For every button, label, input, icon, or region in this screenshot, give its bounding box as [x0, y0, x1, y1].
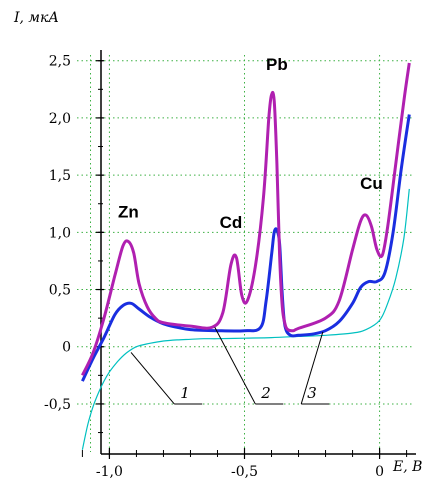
x-tick-label: -0,5 [231, 464, 258, 480]
leader-line [300, 331, 324, 405]
leader-line [214, 327, 256, 405]
x-tick-label: -1,0 [96, 464, 123, 480]
x-axis-title: E, В [392, 459, 422, 475]
y-tick-label: 2,5 [49, 54, 71, 70]
peak-label: Zn [118, 202, 139, 221]
y-axis-title: I, мкА [13, 10, 59, 26]
y-tick-label: 1,5 [49, 168, 71, 184]
x-tick-label: 0 [375, 464, 384, 480]
series-line-1 [81, 188, 410, 450]
y-tick-label: -0,5 [44, 397, 71, 413]
peak-label: Pb [266, 55, 288, 74]
y-tick-label: 0 [62, 340, 71, 356]
axes: 2,5 2,0 1,5 1,0 0,5 0 -0,5 -1,0 -0,5 0 [44, 50, 416, 480]
grid-lines [77, 55, 412, 452]
y-tick-label: 1,0 [49, 225, 71, 241]
peak-label: Cu [360, 174, 383, 193]
y-tick-label: 0,5 [49, 283, 71, 299]
chart-labels: Zn Cd Pb Cu 1 2 3 [118, 55, 383, 405]
curve-label: 1 [180, 384, 190, 402]
series-line-2 [81, 114, 411, 382]
leader-line [130, 352, 175, 405]
series-line-3 [81, 62, 411, 376]
y-tick-label: 2,0 [49, 111, 71, 127]
curve-label: 2 [260, 384, 271, 402]
curve-label: 3 [307, 384, 317, 402]
peak-label: Cd [220, 213, 243, 232]
data-series [81, 62, 411, 450]
